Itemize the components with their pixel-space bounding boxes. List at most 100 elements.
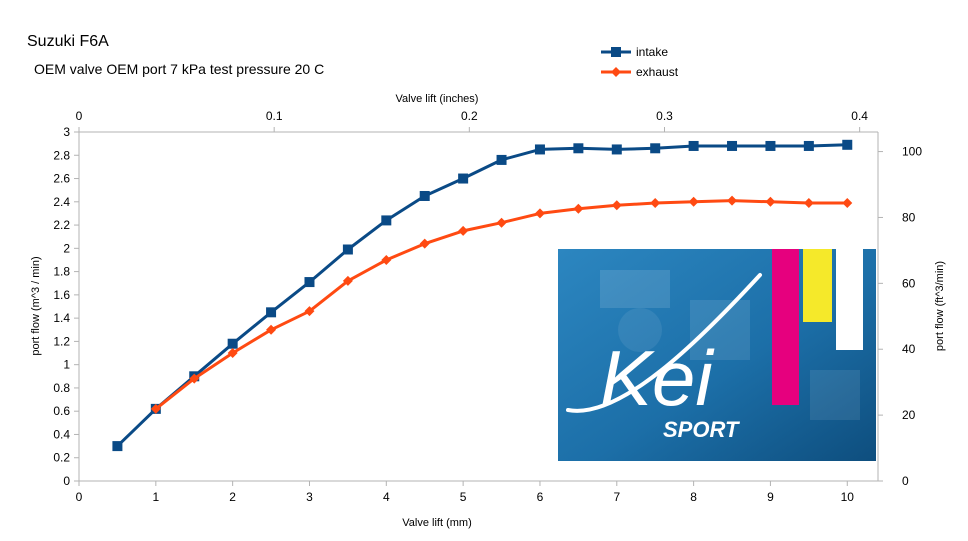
- y-tick-label: 0.6: [53, 404, 70, 418]
- data-point-exhaust: [688, 196, 699, 207]
- y-tick-label: 2.4: [53, 195, 70, 209]
- series-group: intake exhaust: [112, 45, 853, 452]
- x-tick-label: 7: [613, 490, 620, 504]
- x-tick-label: 6: [537, 490, 544, 504]
- y-tick-label: 1.4: [53, 311, 70, 325]
- y-tick-label: 1: [63, 358, 70, 372]
- data-point-exhaust: [381, 254, 392, 265]
- logo-stripe-white: [836, 249, 863, 350]
- y2-tick-label: 0: [902, 474, 909, 488]
- y-tick-label: 3: [63, 125, 70, 139]
- data-point-intake: [342, 244, 353, 255]
- data-point-intake: [727, 140, 738, 151]
- y-tick-label: 2.8: [53, 148, 70, 162]
- y2-tick-label: 80: [902, 210, 916, 224]
- logo-texture: [600, 270, 670, 308]
- y-tick-label: 2.2: [53, 218, 70, 232]
- y-tick-label: 1.8: [53, 265, 70, 279]
- legend-marker-exhaust: [611, 67, 621, 77]
- data-point-intake: [458, 173, 469, 184]
- logo-swoosh: [566, 273, 762, 413]
- x-tick-label: 2: [229, 490, 236, 504]
- data-point-exhaust: [534, 208, 545, 219]
- data-point-intake: [611, 144, 622, 155]
- y2-tick-label: 60: [902, 276, 916, 290]
- logo-text-kei: Kei: [600, 334, 715, 422]
- x-tick-label: 9: [767, 490, 774, 504]
- data-point-intake: [573, 143, 584, 154]
- x-tick-label: 5: [460, 490, 467, 504]
- legend-marker-intake: [611, 47, 621, 57]
- x-tick-label: 1: [152, 490, 159, 504]
- logo-texture: [810, 370, 860, 420]
- y-axis-label: port flow (m^3 / min): [30, 256, 42, 355]
- data-point-intake: [419, 190, 430, 201]
- logo-texture: [690, 300, 750, 360]
- data-point-exhaust: [611, 200, 622, 211]
- y-tick-label: 0.8: [53, 381, 70, 395]
- x2-tick-label: 0.4: [851, 109, 868, 123]
- chart-title: Suzuki F6A: [27, 33, 109, 50]
- data-point-intake: [534, 144, 545, 155]
- x-tick-label: 0: [76, 490, 83, 504]
- y-tick-label: 1.6: [53, 288, 70, 302]
- data-point-exhaust: [765, 196, 776, 207]
- x2-tick-label: 0.3: [656, 109, 673, 123]
- y-tick-label: 0.2: [53, 451, 70, 465]
- y-tick-label: 0: [63, 474, 70, 488]
- x2-axis-label: Valve lift (inches): [396, 93, 479, 105]
- axes-group: 0 1 2 3 4 5 6 7 8 9 100 0.1 0.2 0.3 0.400.20.40.60.811…: [53, 109, 922, 504]
- y-tick-label: 2.6: [53, 172, 70, 186]
- data-point-intake: [266, 307, 277, 318]
- data-point-exhaust: [342, 275, 353, 286]
- data-point-intake: [688, 140, 699, 151]
- data-point-intake: [842, 139, 853, 150]
- logo-stripe-magenta: [772, 249, 799, 405]
- x2-tick-label: 0.1: [266, 109, 283, 123]
- data-point-exhaust: [496, 217, 507, 228]
- data-point-intake: [765, 140, 776, 151]
- data-point-exhaust: [189, 373, 200, 384]
- y2-tick-label: 40: [902, 342, 916, 356]
- data-point-exhaust: [419, 238, 430, 249]
- x2-tick-label: 0.2: [461, 109, 478, 123]
- y-tick-label: 2: [63, 241, 70, 255]
- data-point-intake: [496, 154, 507, 165]
- data-point-intake: [803, 140, 814, 151]
- y-tick-label: 1.2: [53, 334, 70, 348]
- x-tick-label: 8: [690, 490, 697, 504]
- legend-label-exhaust: exhaust: [636, 65, 679, 79]
- data-point-intake: [381, 215, 392, 226]
- data-point-intake: [650, 143, 661, 154]
- x-tick-label: 4: [383, 490, 390, 504]
- data-point-exhaust: [304, 306, 315, 317]
- logo-text-sport: SPORT: [663, 417, 740, 442]
- data-point-exhaust: [150, 403, 161, 414]
- data-point-exhaust: [650, 197, 661, 208]
- data-point-exhaust: [227, 348, 238, 359]
- data-point-exhaust: [803, 197, 814, 208]
- y-tick-label: 0.4: [53, 427, 70, 441]
- data-point-intake: [112, 441, 123, 452]
- data-point-intake: [304, 277, 315, 288]
- data-point-exhaust: [727, 195, 738, 206]
- logo-texture: [618, 308, 662, 352]
- x-axis-label: Valve lift (mm): [402, 517, 471, 529]
- series-line-intake: [116, 143, 848, 448]
- logo-stripe-yellow: [803, 249, 832, 322]
- legend-label-intake: intake: [636, 45, 668, 59]
- data-point-exhaust: [573, 203, 584, 214]
- y2-tick-label: 20: [902, 408, 916, 422]
- data-point-intake: [227, 338, 238, 349]
- data-point-exhaust: [266, 324, 277, 335]
- x2-tick-label: 0: [76, 109, 83, 123]
- data-point-exhaust: [458, 225, 469, 236]
- data-point-exhaust: [842, 197, 853, 208]
- y2-axis-label: port flow (ft^3/min): [934, 261, 946, 351]
- x-tick-label: 10: [841, 490, 855, 504]
- y2-tick-label: 100: [902, 145, 922, 159]
- x-tick-label: 3: [306, 490, 313, 504]
- chart-subtitle: OEM valve OEM port 7 kPa test pressure 2…: [34, 61, 325, 77]
